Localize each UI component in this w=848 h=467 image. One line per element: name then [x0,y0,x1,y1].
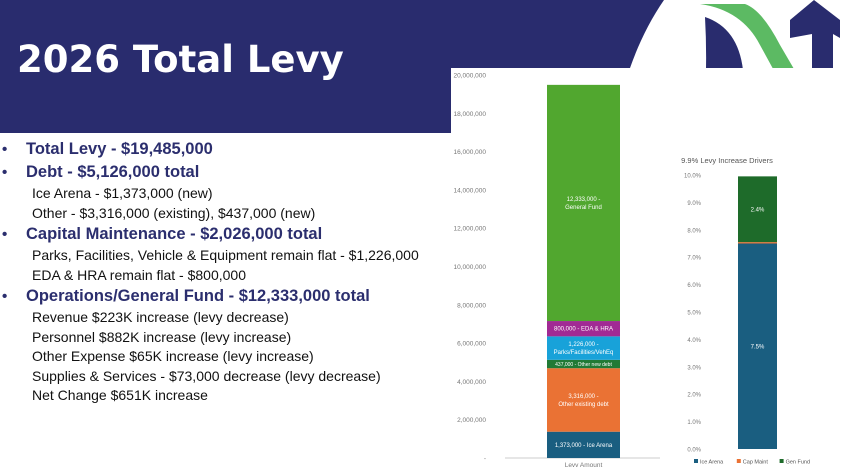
data-label: 3,316,000 - [568,394,598,400]
y-tick-label: 14,000,000 [453,187,486,194]
bullet-item: • Total Levy - $19,485,000 [0,138,446,161]
legend-label: Ice Arena [700,460,724,466]
page-title: 2026 Total Levy [17,38,344,81]
bar-segment [738,176,777,243]
bar-segment [547,368,620,432]
y-tick-label: 3.0% [687,365,701,371]
bullet-icon: • [2,141,8,158]
y-tick-label: 6,000,000 [457,341,486,348]
y-tick-label: 2.0% [687,393,701,399]
y-tick-label: 10,000,000 [453,264,486,271]
data-label: 800,000 - EDA & HRA [554,327,613,333]
data-label: 1,226,000 - [568,342,598,348]
y-tick-label: 12,000,000 [453,226,486,233]
sub-bullet-item: Ice Arena - $1,373,000 (new) [32,185,213,201]
bullet-item: • Capital Maintenance - $2,026,000 total [0,223,446,246]
chart-title: 9.9% Levy Increase Drivers [681,156,773,165]
bullet-item: • Operations/General Fund - $12,333,000 t… [0,285,446,308]
data-label: 437,000 - Other new debt [555,362,612,368]
y-tick-label: - [484,456,486,463]
data-label: 12,333,000 - [567,197,601,203]
legend-label: Gen Fund [786,460,810,466]
data-label: 7.5% [751,344,765,350]
y-tick-label: 20,000,000 [453,73,486,80]
bar-segment [547,359,620,369]
bullet-icon: • [2,164,8,181]
sub-bullet-item: Other - $3,316,000 (existing), $437,000 … [32,204,316,221]
y-tick-label: 16,000,000 [453,149,486,156]
bar-segment [547,321,620,337]
bullet-icon: • [2,226,8,243]
sub-bullet-item: Parks, Facilities, Vehicle & Equipment r… [32,247,419,263]
legend-label: Cap Maint [743,460,769,466]
y-tick-label: 18,000,000 [453,111,486,118]
y-tick-label: 6.0% [687,283,701,289]
bar-segment [547,84,620,322]
x-category-label: Levy Amount [565,462,603,467]
data-label: 1,373,000 - Ice Arena [555,443,613,449]
legend-swatch [736,459,741,463]
data-label: Other existing debt [558,402,609,408]
bullet-text: Operations/General Fund - $12,333,000 to… [26,287,370,305]
y-tick-label: 8,000,000 [457,302,486,309]
bullet-item: • Debt - $5,126,000 total [0,161,446,184]
bullet-text: Total Levy - $19,485,000 [26,140,213,158]
y-tick-label: 10.0% [684,174,702,180]
chart-background [451,68,848,467]
bullet-icon: • [2,288,8,305]
y-tick-label: 9.0% [687,201,701,207]
sub-bullet-item: Revenue $223K increase (levy decrease) [32,309,289,325]
y-tick-label: 0.0% [687,448,701,454]
y-tick-label: 4,000,000 [457,379,486,386]
bar-segment [738,242,777,244]
legend-swatch [694,459,698,463]
y-tick-label: 2,000,000 [457,417,486,424]
y-tick-label: 8.0% [687,228,701,234]
bar-segment [547,431,620,458]
bullet-list: • Total Levy - $19,485,000 • Debt - $5,126,… [0,138,446,406]
bar-segment [547,336,620,360]
sub-bullet-item: Other Expense $65K increase (levy increa… [32,348,314,364]
bullet-text: Debt - $5,126,000 total [26,163,200,181]
bullet-text: Capital Maintenance - $2,026,000 total [26,225,323,243]
sub-bullet-item: Net Change $651K increase [32,387,208,403]
sub-bullet-item: Supplies & Services - $73,000 decrease (… [32,367,381,384]
legend-swatch [779,459,784,463]
data-label: Parks/Facilities/VehEq [554,350,614,356]
y-tick-label: 5.0% [687,311,701,317]
bar-segment [738,243,777,449]
data-label: General Fund [565,205,602,211]
sub-bullet-item: Personnel $882K increase (levy increase) [32,328,292,345]
data-label: 2.4% [751,207,765,213]
y-tick-label: 7.0% [687,256,701,262]
y-tick-label: 1.0% [687,420,701,426]
y-tick-label: 4.0% [687,338,701,344]
sub-bullet-item: EDA & HRA remain flat - $800,000 [32,266,246,283]
